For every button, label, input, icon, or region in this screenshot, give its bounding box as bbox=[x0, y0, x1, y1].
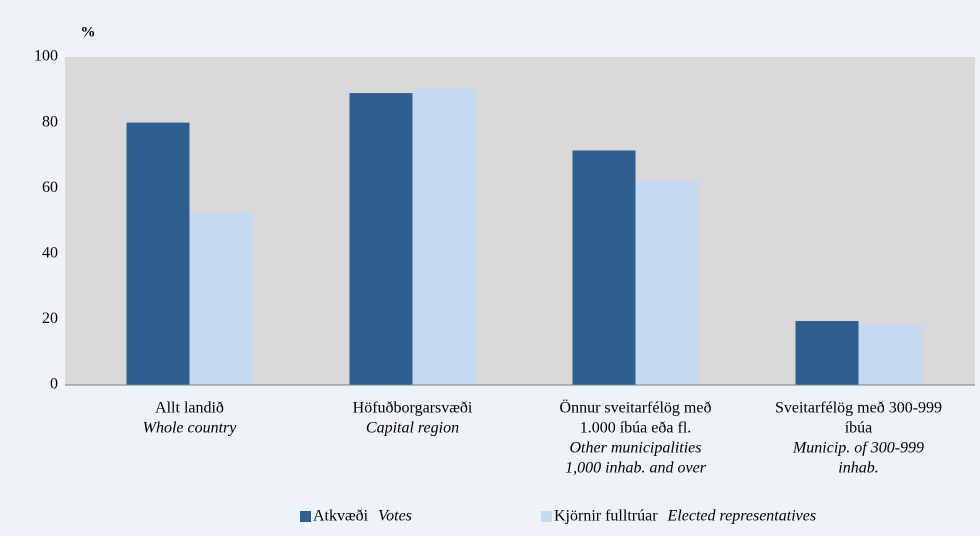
bar bbox=[858, 324, 922, 385]
y-tick-label: 40 bbox=[42, 244, 58, 261]
y-tick-label: 0 bbox=[50, 376, 58, 393]
bar bbox=[126, 122, 190, 385]
x-tick-label-en: 1,000 inhab. and over bbox=[565, 460, 707, 477]
x-tick-label: Önnur sveitarfélög með bbox=[560, 399, 712, 417]
x-tick-label-en: Municip. of 300-999 bbox=[792, 440, 924, 457]
y-tick-label: 20 bbox=[42, 310, 58, 327]
legend-label: Kjörnir fulltrúar bbox=[554, 508, 658, 525]
bar bbox=[795, 321, 859, 385]
bar bbox=[349, 93, 413, 385]
x-tick-label: Allt landið bbox=[155, 400, 224, 417]
x-tick-label-en: inhab. bbox=[838, 460, 878, 477]
bar bbox=[412, 88, 476, 385]
x-tick-label-en: Other municipalities bbox=[570, 440, 702, 457]
y-tick-label: 60 bbox=[42, 179, 58, 196]
y-axis-label: % bbox=[81, 24, 96, 40]
x-tick-label: 1.000 íbúa eða fl. bbox=[580, 420, 692, 437]
x-tick-label: Sveitarfélög með 300-999 bbox=[775, 400, 942, 417]
bar bbox=[635, 180, 699, 385]
legend-swatch bbox=[541, 511, 552, 522]
x-tick-label-en: Capital region bbox=[366, 420, 459, 437]
y-tick-label: 80 bbox=[42, 113, 58, 130]
y-tick-label: 100 bbox=[34, 48, 58, 65]
x-tick-label: íbúa bbox=[845, 420, 873, 437]
legend-label-en: Elected representatives bbox=[667, 508, 817, 525]
legend-label-en: Votes bbox=[378, 508, 412, 525]
legend-swatch bbox=[300, 511, 311, 522]
bar bbox=[189, 212, 253, 385]
legend-label: Atkvæði bbox=[313, 508, 369, 525]
bar bbox=[572, 150, 636, 385]
x-tick-label-en: Whole country bbox=[143, 420, 238, 437]
x-tick-label: Höfuðborgarsvæði bbox=[353, 400, 473, 417]
